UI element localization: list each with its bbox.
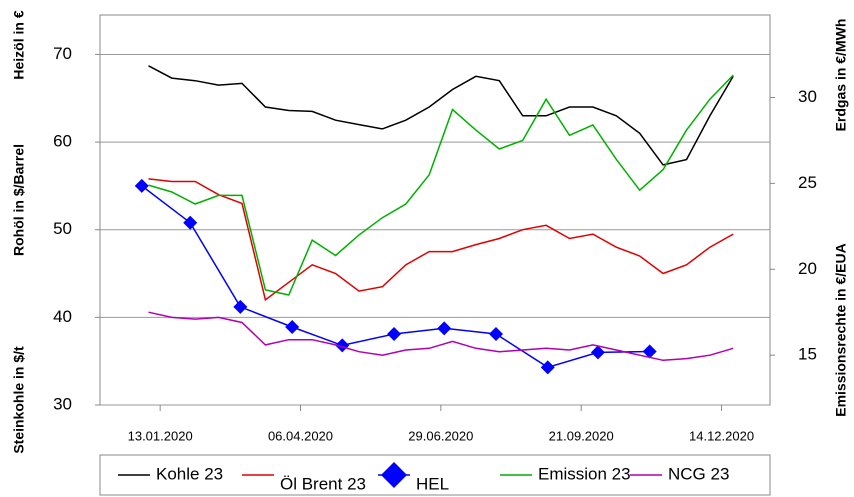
y2-tick-label: 15 (798, 345, 817, 364)
series-line (148, 178, 734, 302)
series-marker (488, 327, 503, 342)
series-marker (285, 320, 300, 334)
x-tick-label: 14.12.2020 (689, 428, 754, 443)
series-line (141, 185, 650, 369)
series-marker (134, 178, 149, 193)
y-axis-label: Heizöl in € (11, 10, 27, 79)
x-tick-label: 06.04.2020 (268, 428, 333, 443)
series-marker (540, 360, 555, 375)
y-tick-label: 40 (53, 307, 72, 326)
series-marker (233, 299, 248, 314)
series-line (148, 74, 734, 296)
x-tick-label: 29.06.2020 (408, 428, 473, 443)
y-tick-label: 30 (53, 394, 72, 413)
x-tick-label: 13.01.2020 (128, 428, 193, 443)
y2-tick-label: 20 (798, 259, 817, 278)
y2-tick-label: 25 (798, 173, 817, 192)
y-tick-label: 70 (53, 44, 72, 63)
series-marker (183, 215, 198, 230)
y-axis-label: Steinkohle in $/t (11, 346, 27, 454)
legend-label: NCG 23 (668, 464, 729, 483)
y2-tick-label: 30 (798, 87, 817, 106)
legend-marker (381, 462, 407, 488)
series-line (148, 65, 734, 166)
series-marker (590, 345, 605, 360)
y-tick-label: 50 (53, 219, 72, 238)
legend-label: Öl Brent 23 (280, 474, 366, 493)
x-tick-label: 21.09.2020 (549, 428, 614, 443)
legend-label: Emission 23 (538, 464, 631, 483)
y2-axis-label: Emissionsrechte in €/EUA (833, 243, 849, 417)
legend-label: HEL (416, 474, 449, 493)
legend-label: Kohle 23 (156, 464, 223, 483)
series-marker (642, 344, 657, 359)
series-line (148, 311, 734, 362)
series-marker (387, 327, 402, 342)
y2-axis-label: Erdgas in €/MWh (833, 19, 849, 132)
y-axis-label: Rohöl in $/Barrel (11, 144, 27, 256)
y-tick-label: 60 (53, 132, 72, 151)
series-marker (335, 338, 350, 353)
series-marker (437, 321, 452, 336)
